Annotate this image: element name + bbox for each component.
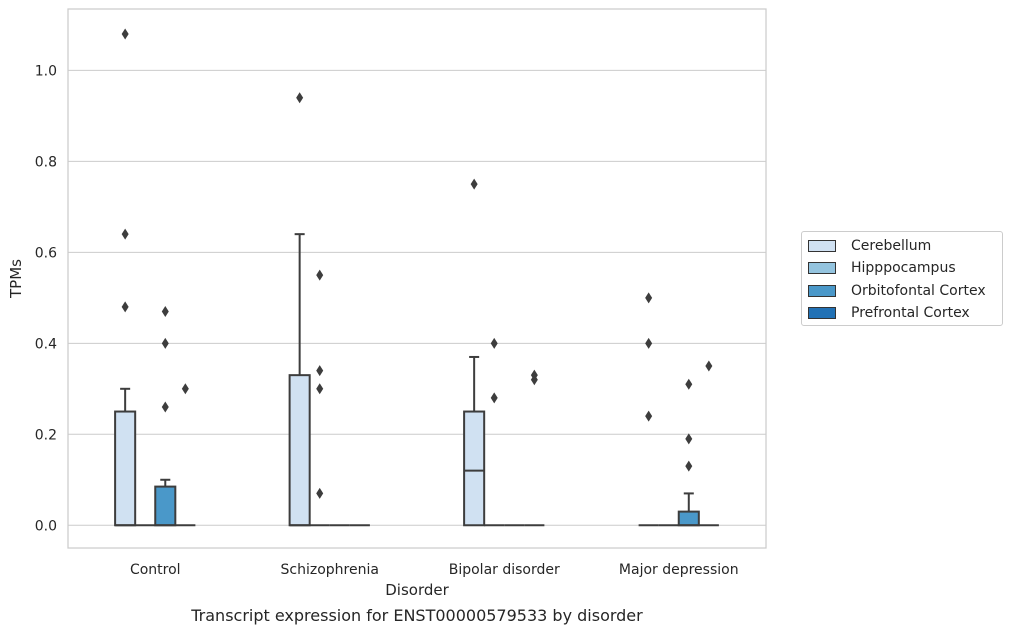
legend-swatch (808, 307, 836, 319)
y-tick-label: 0.6 (35, 245, 57, 261)
legend-item-hippocampus: Hipppocampus (808, 259, 956, 277)
outlier-point (705, 360, 713, 372)
outlier-point (161, 337, 169, 349)
outlier-point (685, 433, 693, 445)
y-tick-label: 0.4 (35, 336, 57, 352)
y-tick-label: 0.2 (35, 427, 57, 443)
box-cerebellum (463, 410, 486, 527)
x-tick-label: Bipolar disorder (449, 562, 560, 578)
y-tick-label: 0.0 (35, 518, 57, 534)
figure-caption: Transcript expression for ENST0000057953… (191, 606, 643, 625)
legend-item-prefrontal-cortex: Prefrontal Cortex (808, 304, 970, 322)
y-axis-label: TPMs (7, 259, 25, 299)
y-tick-label: 1.0 (35, 63, 57, 79)
outlier-point (316, 383, 324, 395)
box-cerebellum (114, 410, 137, 527)
grid-layer (68, 69, 766, 526)
legend-swatch (808, 240, 836, 252)
box-cerebellum (288, 374, 311, 527)
y-tick-label: 0.8 (35, 154, 57, 170)
outlier-point (490, 337, 498, 349)
legend-label: Hipppocampus (851, 260, 956, 276)
outlier-point (121, 301, 129, 313)
outlier-point (316, 487, 324, 499)
legend-item-cerebellum: Cerebellum (808, 237, 931, 255)
outlier-point (121, 28, 129, 40)
axis-layer: 0.0 0.2 0.4 0.6 0.8 1.0 Control Schizophrenia Bi… (7, 8, 767, 599)
outlier-point (121, 228, 129, 240)
legend: Cerebellum Hipppocampus Orbitofontal Cor… (801, 231, 1003, 326)
legend-item-orbitofrontal-cortex: Orbitofontal Cortex (808, 282, 986, 300)
outlier-point (161, 401, 169, 413)
outlier-point (161, 305, 169, 317)
outlier-point (685, 460, 693, 472)
outlier-point (645, 410, 653, 422)
box-orbitofontal-cortex (677, 510, 700, 527)
outlier-point (296, 92, 304, 104)
outlier-point (490, 392, 498, 404)
outlier-point (645, 337, 653, 349)
outlier-point (181, 383, 189, 395)
x-tick-label: Schizophrenia (281, 562, 379, 578)
outlier-point (316, 269, 324, 281)
box-orbitofontal-cortex (154, 485, 177, 527)
legend-label: Prefrontal Cortex (851, 305, 970, 321)
x-tick-label: Major depression (619, 562, 739, 578)
plot-frame (67, 8, 767, 549)
outlier-point (645, 292, 653, 304)
legend-label: Cerebellum (851, 238, 932, 254)
outlier-point (316, 365, 324, 377)
x-axis-label: Disorder (385, 581, 449, 599)
legend-swatch (808, 262, 836, 274)
legend-label: Orbitofontal Cortex (851, 283, 986, 299)
legend-swatch (808, 285, 836, 297)
outlier-point (685, 378, 693, 390)
outlier-point (470, 178, 478, 190)
x-tick-label: Control (130, 562, 181, 578)
box-layer (114, 28, 719, 527)
outlier-point (530, 369, 538, 381)
